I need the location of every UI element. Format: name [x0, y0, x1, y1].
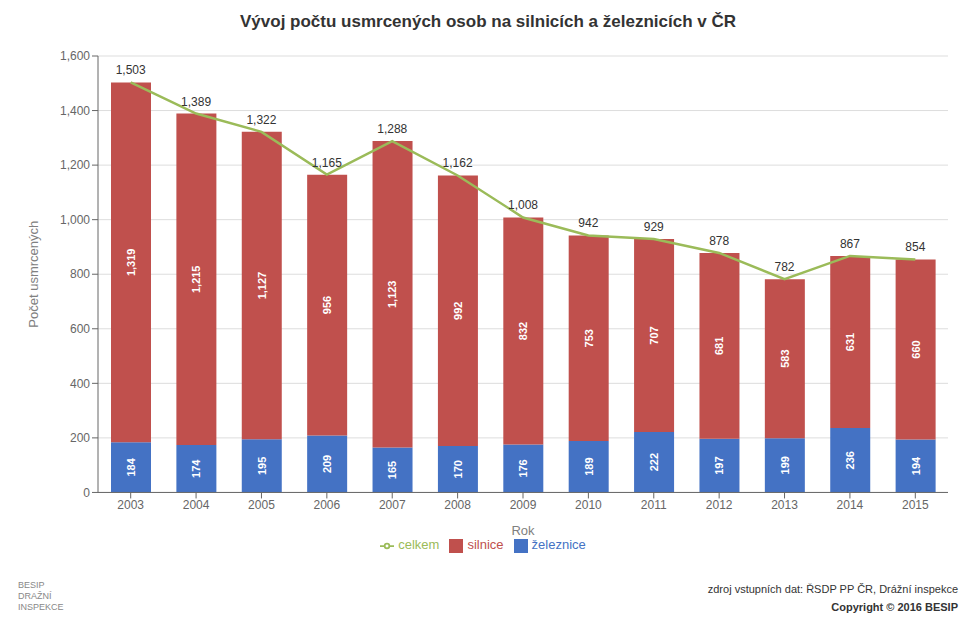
svg-text:176: 176: [517, 459, 529, 477]
svg-text:1,215: 1,215: [190, 265, 202, 293]
svg-text:2007: 2007: [379, 498, 406, 512]
svg-text:753: 753: [583, 329, 595, 347]
svg-text:236: 236: [844, 451, 856, 469]
svg-text:400: 400: [70, 377, 90, 391]
svg-text:600: 600: [70, 322, 90, 336]
svg-text:854: 854: [905, 240, 925, 254]
svg-text:2009: 2009: [510, 498, 537, 512]
html-text:železnice: železnice: [531, 537, 586, 553]
svg-text:800: 800: [70, 267, 90, 281]
svg-text:2003: 2003: [117, 498, 144, 512]
svg-text:199: 199: [779, 456, 791, 474]
svg-text:1,288: 1,288: [377, 122, 407, 136]
svg-text:2005: 2005: [248, 498, 275, 512]
svg-text:1,162: 1,162: [443, 156, 473, 170]
svg-text:Rok: Rok: [511, 523, 535, 538]
svg-text:707: 707: [648, 326, 660, 344]
svg-text:2013: 2013: [771, 498, 798, 512]
svg-text:1,127: 1,127: [256, 272, 268, 300]
svg-text:0: 0: [83, 486, 90, 500]
svg-text:222: 222: [648, 453, 660, 471]
svg-text:878: 878: [709, 234, 729, 248]
svg-text:2004: 2004: [183, 498, 210, 512]
html-text:BESIP: BESIP: [18, 580, 45, 590]
svg-text:956: 956: [321, 296, 333, 314]
svg-text:992: 992: [452, 302, 464, 320]
svg-text:867: 867: [840, 237, 860, 251]
svg-text:1,000: 1,000: [60, 213, 90, 227]
svg-text:583: 583: [779, 349, 791, 367]
svg-text:681: 681: [713, 337, 725, 355]
svg-text:660: 660: [910, 340, 922, 358]
svg-text:165: 165: [386, 461, 398, 479]
svg-text:2010: 2010: [575, 498, 602, 512]
svg-text:782: 782: [775, 260, 795, 274]
html-text:Copyright © 2016 BESIP: Copyright © 2016 BESIP: [831, 601, 958, 613]
svg-text:1,008: 1,008: [508, 198, 538, 212]
svg-text:209: 209: [321, 455, 333, 473]
html-text:silnice: silnice: [467, 537, 504, 553]
svg-text:174: 174: [190, 459, 202, 478]
svg-text:2012: 2012: [706, 498, 733, 512]
svg-text:631: 631: [844, 333, 856, 351]
svg-text:1,389: 1,389: [181, 95, 211, 109]
svg-text:2011: 2011: [641, 498, 667, 512]
svg-text:197: 197: [713, 456, 725, 474]
svg-text:2015: 2015: [902, 498, 929, 512]
svg-text:184: 184: [125, 457, 137, 476]
svg-text:1,165: 1,165: [312, 156, 342, 170]
svg-text:929: 929: [644, 220, 664, 234]
svg-text:942: 942: [578, 216, 598, 230]
html-text:DRAŽNÍ: DRAŽNÍ: [18, 591, 52, 601]
html-text:zdroj vstupních dat: ŘSDP PP Č: zdroj vstupních dat: ŘSDP PP ČR, Drážní …: [707, 583, 958, 595]
svg-text:1,322: 1,322: [246, 113, 276, 127]
svg-text:1,600: 1,600: [60, 49, 90, 63]
svg-text:195: 195: [256, 457, 268, 475]
svg-text:2008: 2008: [444, 498, 471, 512]
svg-text:200: 200: [70, 431, 90, 445]
html-text:celkem: celkem: [398, 537, 440, 553]
svg-text:194: 194: [910, 456, 922, 475]
svg-text:2006: 2006: [313, 498, 340, 512]
svg-text:1,200: 1,200: [60, 158, 90, 172]
svg-text:1,503: 1,503: [116, 63, 146, 77]
svg-text:832: 832: [517, 322, 529, 340]
html-text:INSPEKCE: INSPEKCE: [18, 602, 64, 612]
html-text:Vývoj počtu usmrcených osob na: Vývoj počtu usmrcených osob na silnicích…: [240, 12, 736, 31]
svg-text:189: 189: [583, 457, 595, 475]
svg-text:1,123: 1,123: [386, 281, 398, 309]
svg-text:Počet usmrcených: Počet usmrcených: [26, 221, 41, 328]
svg-text:2014: 2014: [837, 498, 864, 512]
svg-text:1,400: 1,400: [60, 104, 90, 118]
svg-text:1,319: 1,319: [125, 249, 137, 277]
svg-text:170: 170: [452, 460, 464, 478]
